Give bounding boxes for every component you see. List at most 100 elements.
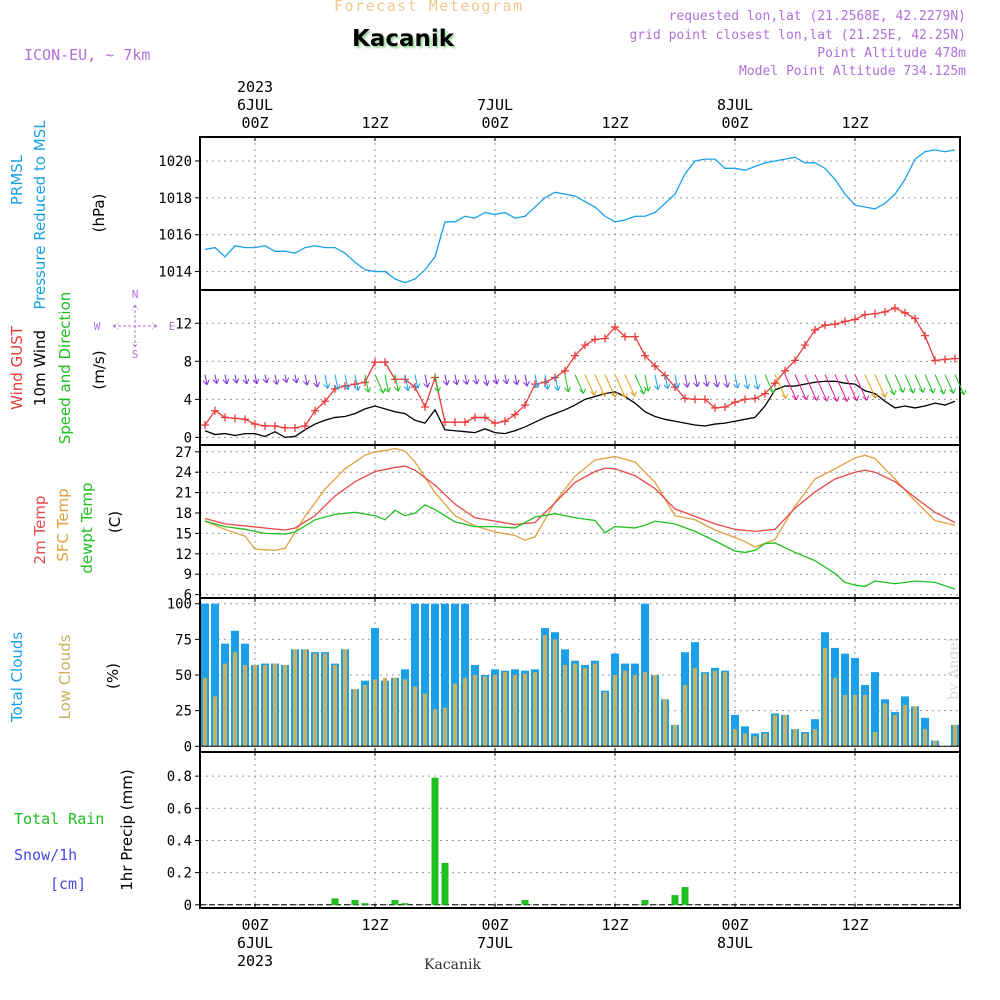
y-tick-label: 21 bbox=[175, 486, 192, 502]
low-cloud-bar bbox=[713, 670, 717, 747]
wind-gust-line-point bbox=[561, 366, 569, 375]
wind-arrow bbox=[804, 374, 820, 401]
low-cloud-bar bbox=[543, 635, 547, 747]
total-clouds-label: Total Clouds bbox=[8, 632, 26, 724]
y-tick-label: 1020 bbox=[158, 154, 192, 170]
low-cloud-bar bbox=[243, 665, 247, 747]
wind-gust-line-point bbox=[761, 389, 769, 398]
low-cloud-bar bbox=[533, 672, 537, 747]
wind-gust-line-point bbox=[891, 304, 899, 313]
compass-e: E bbox=[169, 320, 176, 333]
wind-arrow bbox=[212, 374, 220, 384]
low-cloud-bar bbox=[753, 736, 757, 747]
y-tick-label: 0.8 bbox=[167, 769, 192, 785]
wind-arrow bbox=[413, 374, 421, 389]
wind-gust-line-point bbox=[221, 413, 229, 422]
wind-gust-line-point bbox=[621, 332, 629, 341]
wind-arrow bbox=[743, 374, 751, 390]
wind-arrow bbox=[343, 374, 351, 391]
wind-label: 10m Wind bbox=[31, 330, 49, 406]
wind-arrow bbox=[512, 374, 520, 386]
low-cloud-bar bbox=[393, 677, 397, 747]
y-tick-label: 8 bbox=[184, 354, 192, 370]
wind-gust-line-point bbox=[741, 395, 749, 404]
wind-gust-line-point bbox=[461, 418, 469, 427]
low-cloud-bar bbox=[233, 652, 237, 747]
wind-gust-line-point bbox=[801, 341, 809, 350]
total-cloud-bar bbox=[871, 672, 879, 747]
low-cloud-bar bbox=[253, 665, 257, 747]
low-cloud-bar bbox=[733, 729, 737, 747]
rain-bar bbox=[431, 777, 439, 905]
top-hour-label: 00Z bbox=[481, 114, 508, 132]
wind-gust-line-point bbox=[921, 331, 929, 340]
wind-arrow bbox=[302, 374, 310, 386]
low-cloud-bar bbox=[203, 677, 207, 747]
wind-arrow bbox=[374, 374, 386, 394]
wind-arrow bbox=[944, 374, 956, 394]
wind-arrow bbox=[604, 374, 618, 398]
wind-gust-line-point bbox=[851, 315, 859, 324]
temp-2m-label: 2m Temp bbox=[31, 496, 49, 565]
wind-gust-line-point bbox=[521, 401, 529, 410]
low-cloud-bar bbox=[523, 673, 527, 747]
compass-n: N bbox=[132, 288, 139, 301]
rain-bar bbox=[401, 903, 409, 905]
wind-arrow bbox=[934, 374, 947, 395]
wind-gust-line-point bbox=[321, 397, 329, 406]
low-cloud-bar bbox=[653, 675, 657, 747]
low-cloud-bar bbox=[773, 714, 777, 747]
top-date-label: 8JUL bbox=[717, 96, 753, 114]
y-tick-label: 75 bbox=[175, 632, 192, 648]
y-tick-label: 15 bbox=[175, 526, 192, 542]
wind-arrow bbox=[492, 374, 500, 385]
wind-gust-line-point bbox=[691, 395, 699, 404]
low-cloud-bar bbox=[673, 724, 677, 747]
rain-bar bbox=[681, 887, 689, 905]
wind-gust-line-point bbox=[711, 403, 719, 412]
low-cloud-bar bbox=[573, 663, 577, 747]
pressure-unit: (hPa) bbox=[90, 194, 108, 233]
location-title: Kacanik bbox=[352, 26, 455, 52]
precip-unit: 1hr Precip (mm) bbox=[118, 769, 136, 890]
low-cloud-bar bbox=[563, 665, 567, 747]
wind-arrow bbox=[564, 374, 571, 393]
low-cloud-bar bbox=[483, 676, 487, 747]
y-tick-label: 1016 bbox=[158, 228, 192, 244]
wind-arrow bbox=[904, 374, 916, 394]
wind-arrow bbox=[434, 374, 441, 393]
wind-arrow bbox=[884, 374, 897, 396]
top-hour-label: 12Z bbox=[361, 114, 388, 132]
wind-gust-line-point bbox=[791, 356, 799, 365]
low-cloud-bar bbox=[553, 639, 557, 747]
low-cloud-bar bbox=[223, 663, 227, 747]
low-cloud-bar bbox=[603, 692, 607, 747]
bottom-date-label: 7JUL bbox=[477, 934, 513, 952]
wind-gust-line-point bbox=[261, 421, 269, 430]
compass-s: S bbox=[132, 348, 139, 361]
wind-arrow bbox=[834, 374, 850, 402]
wind-gust-line-point bbox=[471, 413, 479, 422]
wind-gust-line-point bbox=[701, 395, 709, 404]
wind-arrow bbox=[584, 374, 597, 396]
model-label: ICON-EU, ~ 7km bbox=[24, 46, 151, 64]
y-tick-label: 0 bbox=[184, 430, 192, 446]
wind-arrow bbox=[594, 374, 608, 397]
y-tick-label: 24 bbox=[175, 465, 192, 481]
wind-gust-line-point bbox=[611, 323, 619, 332]
total-cloud-bar bbox=[421, 603, 429, 747]
rain-bar bbox=[671, 895, 679, 905]
bottom-date-label: 8JUL bbox=[717, 934, 753, 952]
total-cloud-bar bbox=[461, 603, 469, 747]
wind-arrow bbox=[854, 374, 870, 401]
rain-bar bbox=[521, 899, 529, 905]
low-cloud-bar bbox=[443, 707, 447, 747]
wind-gust-line-point bbox=[291, 423, 299, 432]
sfc-temp-label: SFC Temp bbox=[54, 488, 72, 561]
wind-arrow bbox=[502, 374, 510, 385]
total-cloud-bar bbox=[431, 603, 439, 747]
wind-arrow bbox=[733, 374, 741, 389]
wind-gust-line bbox=[204, 307, 956, 429]
low-cloud-bar bbox=[683, 684, 687, 747]
wind-arrow bbox=[643, 374, 651, 392]
